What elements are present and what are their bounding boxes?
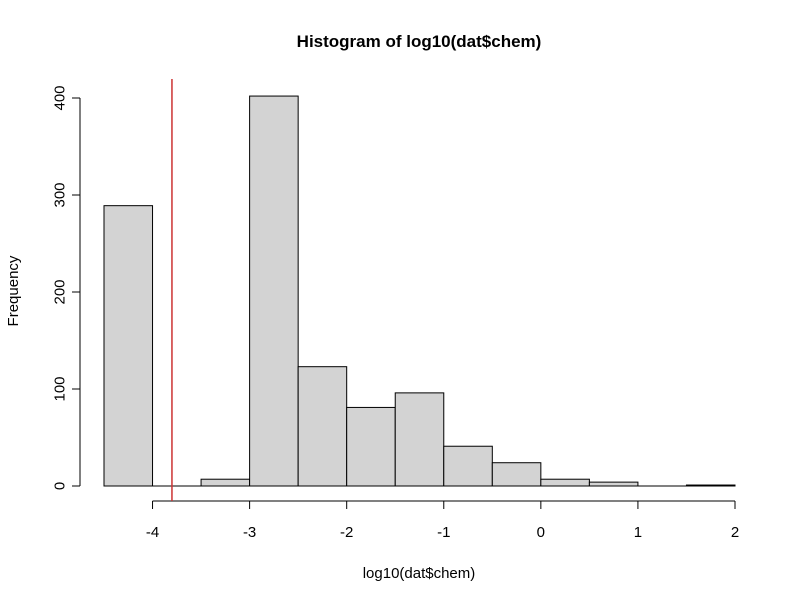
y-tick-label: 300 xyxy=(52,182,69,207)
y-tick-label: 0 xyxy=(52,482,69,490)
chart-title: Histogram of log10(dat$chem) xyxy=(297,32,542,51)
x-tick-label: -4 xyxy=(146,524,159,541)
histogram-bar xyxy=(200,478,251,487)
histogram-bar xyxy=(443,445,493,487)
histogram-bar xyxy=(103,205,154,487)
histogram-bar xyxy=(346,406,396,487)
histogram-bar xyxy=(249,95,299,487)
y-tick-label: 200 xyxy=(52,279,69,304)
y-tick-label: 400 xyxy=(52,85,69,110)
x-tick-label: -3 xyxy=(243,524,256,541)
y-axis-label: Frequency xyxy=(5,255,22,326)
x-tick-label: 0 xyxy=(537,524,545,541)
x-axis-label: log10(dat$chem) xyxy=(363,565,476,582)
histogram-bar xyxy=(685,484,736,487)
histogram-bar xyxy=(588,481,639,487)
x-axis: -4 -3 -2 -1 0 1 2 xyxy=(146,500,739,541)
x-tick-label: 2 xyxy=(731,524,739,541)
histogram-bar xyxy=(297,366,348,487)
x-tick-label: -1 xyxy=(437,524,450,541)
y-tick-label: 100 xyxy=(52,376,69,401)
histogram-bar xyxy=(394,392,445,487)
y-axis: 0 100 200 300 400 xyxy=(52,85,81,490)
bars-group xyxy=(103,95,736,487)
x-tick-label: -2 xyxy=(340,524,353,541)
histogram-bar xyxy=(491,462,542,487)
histogram-bar xyxy=(540,478,590,487)
x-tick-label: 1 xyxy=(634,524,642,541)
